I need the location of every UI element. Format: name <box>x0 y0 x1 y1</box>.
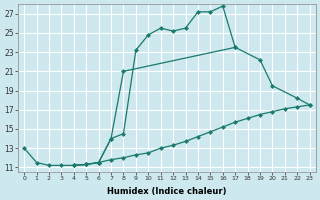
X-axis label: Humidex (Indice chaleur): Humidex (Indice chaleur) <box>107 187 227 196</box>
